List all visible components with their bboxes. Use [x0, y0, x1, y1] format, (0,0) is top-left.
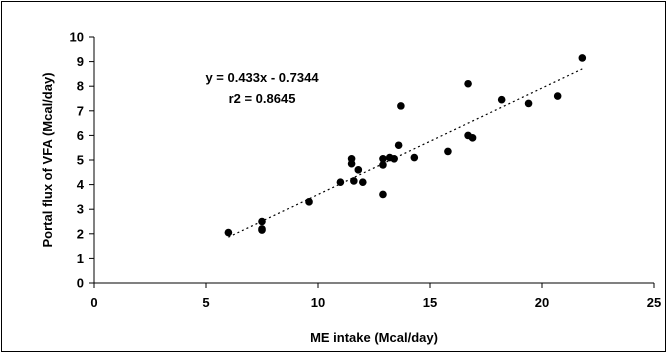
y-tick-label: 5: [77, 153, 84, 168]
data-point: [258, 217, 266, 226]
data-point: [379, 161, 387, 169]
data-point: [347, 154, 356, 163]
data-point: [464, 79, 472, 88]
data-point: [553, 92, 562, 100]
y-tick-label: 3: [77, 202, 84, 217]
data-point: [354, 166, 363, 174]
x-tick-label: 20: [535, 295, 549, 310]
y-tick-label: 4: [77, 177, 85, 192]
data-point: [350, 177, 358, 185]
x-ticks: 0 5 10 15 20 25: [90, 283, 661, 310]
y-tick-label: 1: [77, 251, 84, 266]
data-point: [258, 225, 266, 233]
data-point: [394, 141, 403, 150]
y-ticks: 0 1 2 3 4 5 6 7 8 9 10: [70, 30, 94, 291]
trendline-group: [228, 68, 583, 238]
data-point: [497, 95, 506, 104]
y-tick-label: 7: [77, 103, 84, 118]
axes: [93, 37, 654, 284]
r-squared-annotation: r2 = 0.8645: [229, 91, 296, 106]
data-point: [336, 178, 345, 186]
x-tick-label: 5: [202, 295, 209, 310]
y-tick-label: 6: [77, 128, 84, 143]
data-point: [578, 54, 587, 62]
data-points: [224, 54, 587, 237]
equation-annotation: y = 0.433x - 0.7344: [205, 70, 319, 85]
data-point: [524, 99, 533, 108]
data-point: [359, 178, 367, 186]
y-tick-label: 2: [77, 226, 84, 241]
data-point: [224, 228, 233, 237]
data-point: [397, 102, 405, 110]
y-axis-title: Portal flux of VFA (Mcal/day): [40, 72, 55, 247]
data-point: [390, 154, 398, 163]
y-tick-label: 10: [70, 30, 84, 45]
x-axis-title: ME intake (Mcal/day): [310, 330, 438, 345]
data-point: [444, 147, 452, 156]
x-tick-label: 15: [423, 295, 437, 310]
y-tick-label: 9: [77, 54, 84, 69]
data-point: [468, 134, 477, 142]
x-tick-label: 0: [90, 295, 97, 310]
trendline: [228, 68, 583, 238]
y-tick-label: 0: [77, 276, 84, 291]
data-point: [379, 154, 387, 163]
y-tick-label: 8: [77, 79, 84, 94]
x-tick-label: 10: [311, 295, 325, 310]
data-point: [410, 153, 419, 162]
data-point: [379, 190, 387, 199]
data-point: [305, 198, 313, 206]
x-tick-label: 25: [647, 295, 661, 310]
